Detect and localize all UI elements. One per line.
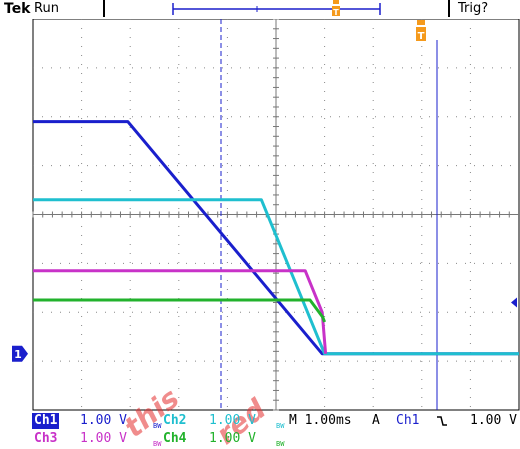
graticule bbox=[32, 18, 520, 411]
trace-ch2 bbox=[33, 198, 519, 356]
ch3-scale: 1.00 V bbox=[80, 431, 127, 446]
trigger-status: Trig? bbox=[458, 1, 489, 16]
trace-ch4 bbox=[33, 298, 326, 323]
ch2-label[interactable]: Ch2 bbox=[163, 413, 187, 428]
ch1-ground-marker-icon bbox=[12, 345, 28, 362]
trigger-source: Ch1 bbox=[396, 413, 420, 428]
ch1-ground-marker-label: 1 bbox=[14, 348, 22, 361]
ch1-bw-limit-icon: BW bbox=[153, 422, 162, 430]
status-divider bbox=[103, 0, 105, 17]
ch4-scale: 1.00 V bbox=[209, 431, 256, 446]
ch4-bw-limit-icon: BW bbox=[276, 440, 285, 448]
trigger-mode: A bbox=[372, 413, 380, 428]
ch1-label[interactable]: Ch1 bbox=[32, 413, 60, 429]
trigger-marker-label: T bbox=[418, 31, 425, 42]
ch4-label[interactable]: Ch4 bbox=[163, 431, 187, 446]
ch3-label[interactable]: Ch3 bbox=[34, 431, 58, 446]
svg-text:T: T bbox=[333, 8, 339, 17]
acquisition-state: Run bbox=[34, 1, 59, 16]
trace-ch3 bbox=[33, 269, 328, 354]
record-position-indicator[interactable]: T bbox=[170, 0, 385, 18]
ch3-bw-limit-icon: BW bbox=[153, 440, 162, 448]
status-divider bbox=[448, 0, 450, 17]
ch2-scale: 1.00 V bbox=[209, 413, 256, 428]
trigger-level-arrow-icon bbox=[511, 297, 517, 308]
trigger-marker-icon bbox=[416, 27, 426, 41]
trigger-marker-cap bbox=[417, 20, 425, 25]
trigger-level: 1.00 V bbox=[470, 413, 517, 428]
channel-readout: Ch1 1.00 V BW Ch2 1.00 V BW M 1.00ms A C… bbox=[0, 410, 520, 449]
falling-edge-icon bbox=[437, 416, 447, 426]
brand-logo: Tek bbox=[4, 1, 31, 17]
status-bar: Tek Run T Trig? bbox=[0, 0, 520, 19]
ch2-bw-limit-icon: BW bbox=[276, 422, 285, 430]
waveform-traces bbox=[33, 120, 519, 356]
timebase-readout: M 1.00ms bbox=[289, 413, 352, 428]
screen-markers: T1 bbox=[12, 20, 517, 362]
ch1-scale: 1.00 V bbox=[80, 413, 127, 428]
trigger-position-icon: T bbox=[332, 0, 340, 17]
